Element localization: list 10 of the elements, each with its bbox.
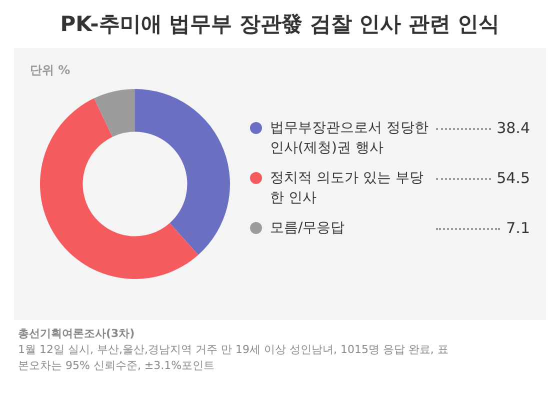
- legend-label: 법무부장관으로서 정당한 인사(제청)권 행사: [270, 119, 430, 158]
- legend-label: 모름/무응답: [270, 219, 346, 238]
- data-label: 38.4: [496, 118, 530, 138]
- text: 총선기획여론조사(3차): [18, 326, 136, 342]
- chart-title: PK-추미애 법무부 장관發 검찰 인사 관련 인식: [59, 11, 501, 38]
- data-label: 54.5: [496, 168, 530, 188]
- data-label: 7.1: [506, 218, 530, 238]
- legend-label: 정치적 의도가 있는 부당한 인사: [270, 169, 424, 208]
- text: 1월 12일 실시, 부산,울산,경남지역 거주 만 19세 이상 성인남녀, 1015명 응답 완료, 표본오차는 95% 신뢰수준, ±3.1%포인트: [18, 342, 450, 374]
- chart-subtitle: 단위 %: [30, 62, 70, 79]
